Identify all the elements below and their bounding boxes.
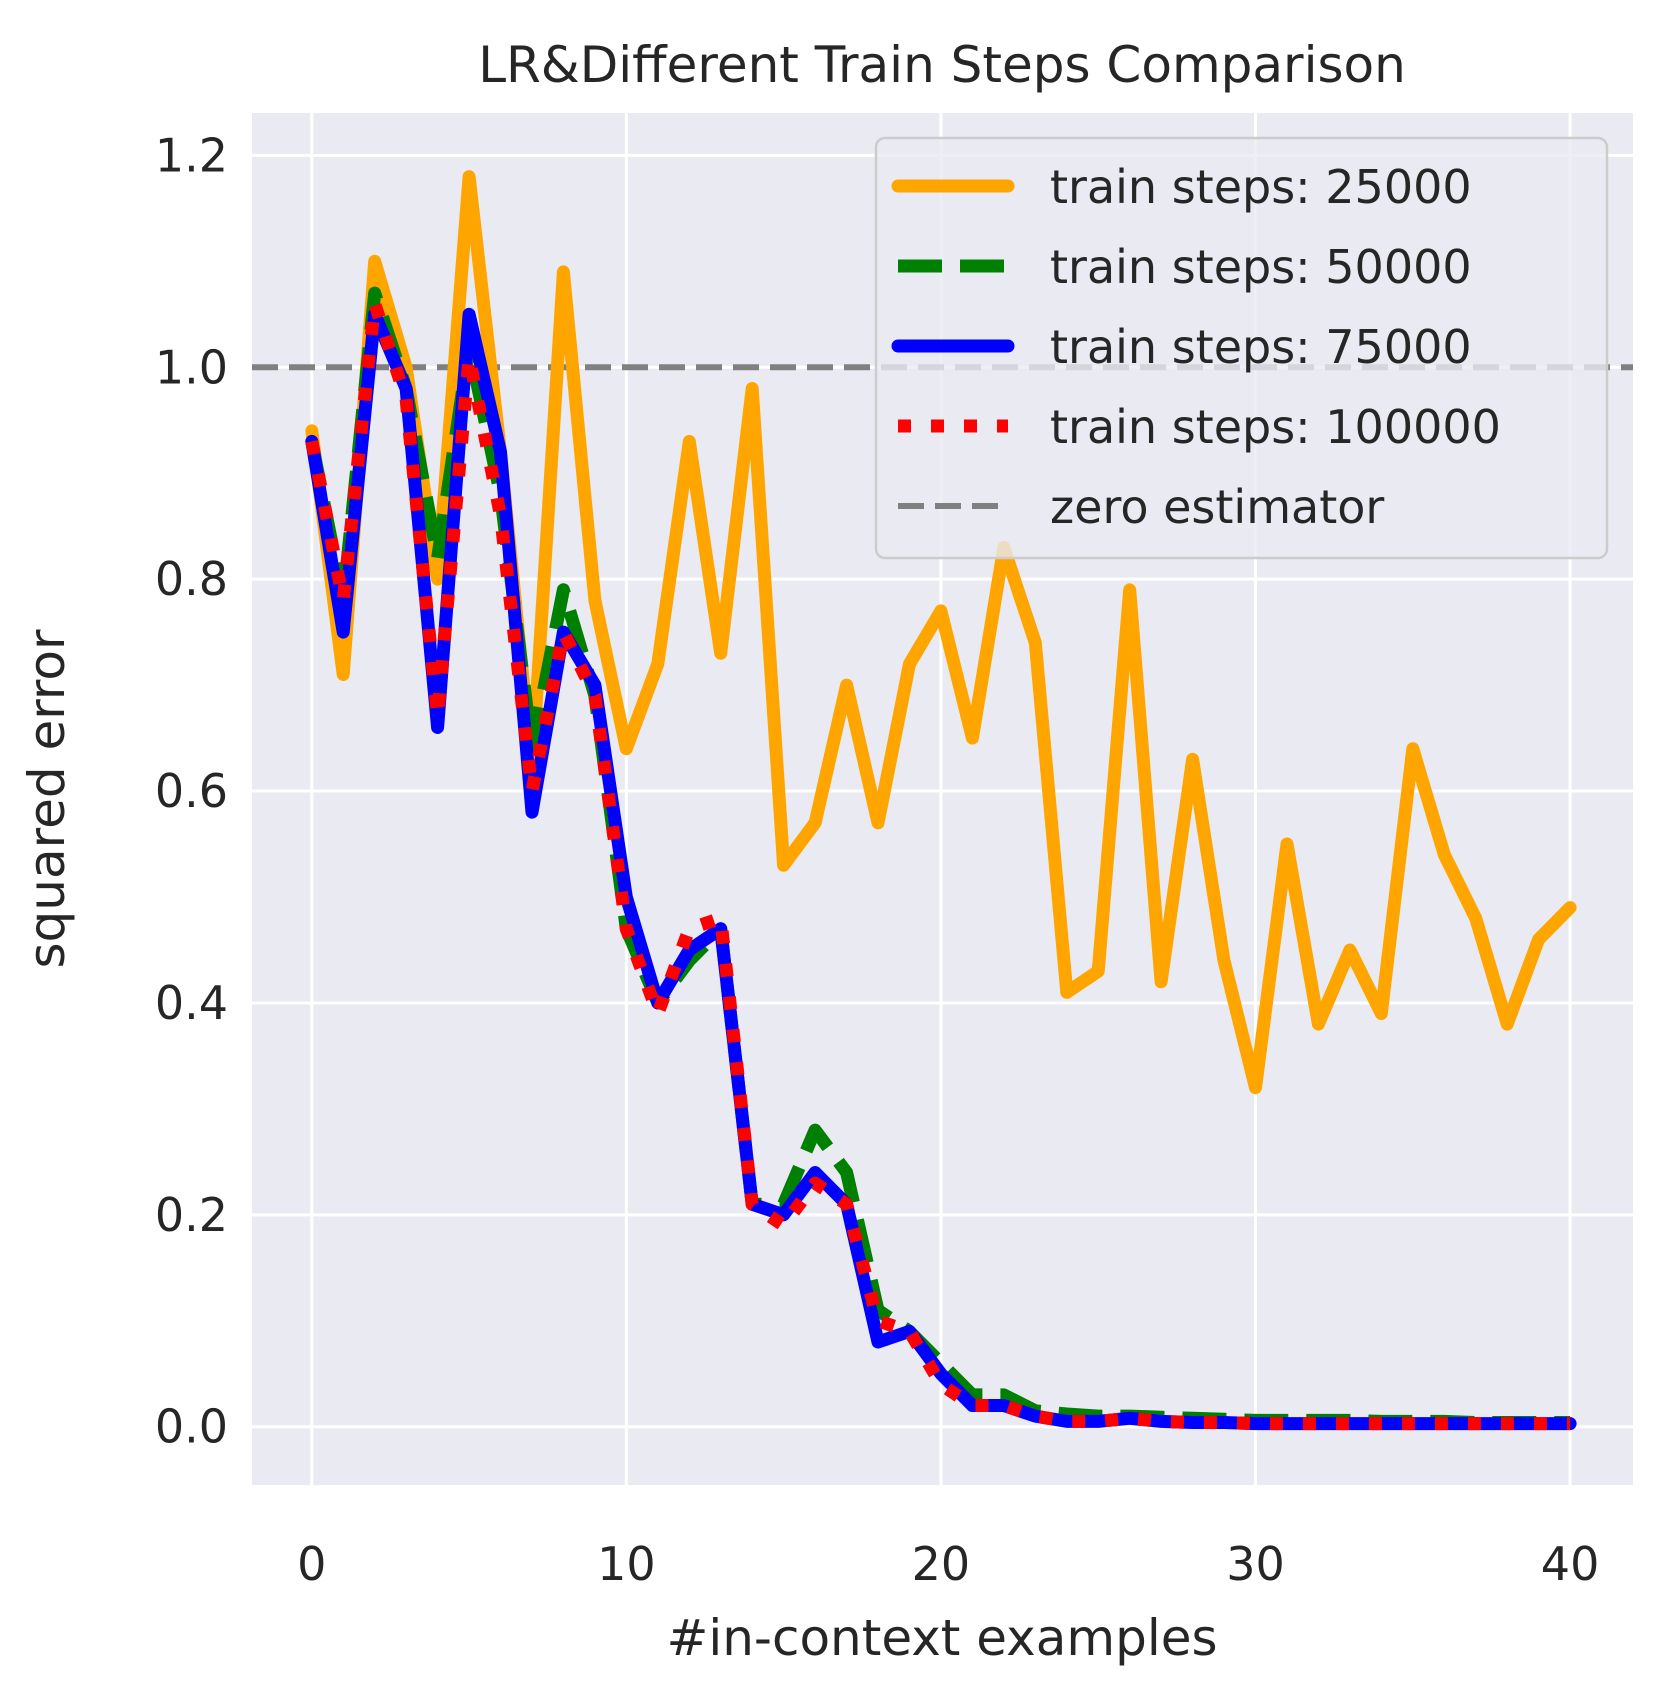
y-tick-label: 1.0: [155, 340, 228, 394]
y-tick-label: 0.6: [155, 764, 228, 818]
tick-labels: 0 10 20 30 40 0.0 0.2 0.4 0.6 0.8 1.0 1.2: [155, 128, 1600, 1591]
x-tick-label: 40: [1541, 1537, 1600, 1591]
legend-label-3: train steps: 75000: [1050, 320, 1472, 374]
legend-label-1: train steps: 25000: [1050, 160, 1472, 214]
x-tick-label: 30: [1226, 1537, 1285, 1591]
legend-label-4: train steps: 100000: [1050, 400, 1501, 454]
x-tick-label: 0: [297, 1537, 326, 1591]
y-tick-label: 0.2: [155, 1188, 228, 1242]
legend-box: [874, 136, 1609, 560]
y-tick-label: 1.2: [155, 128, 228, 182]
series-line-3: [305, 307, 1577, 1431]
x-tick-label: 20: [912, 1537, 971, 1591]
y-tick-label: 0.8: [155, 552, 228, 606]
x-axis-label: #in-context examples: [666, 1609, 1217, 1667]
series-layer: [305, 170, 1577, 1431]
x-tick-label: 10: [597, 1537, 656, 1591]
chart-title: LR&Different Train Steps Comparison: [478, 36, 1406, 94]
series-line-4: [305, 297, 1571, 1431]
legend: train steps: 25000 train steps: 50000 trai…: [874, 136, 1609, 560]
y-tick-label: 0.4: [155, 976, 228, 1030]
legend-label-5: zero estimator: [1050, 480, 1384, 534]
y-tick-label: 0.0: [155, 1400, 228, 1454]
y-axis-label: squared error: [18, 629, 76, 968]
legend-label-2: train steps: 50000: [1050, 240, 1472, 294]
